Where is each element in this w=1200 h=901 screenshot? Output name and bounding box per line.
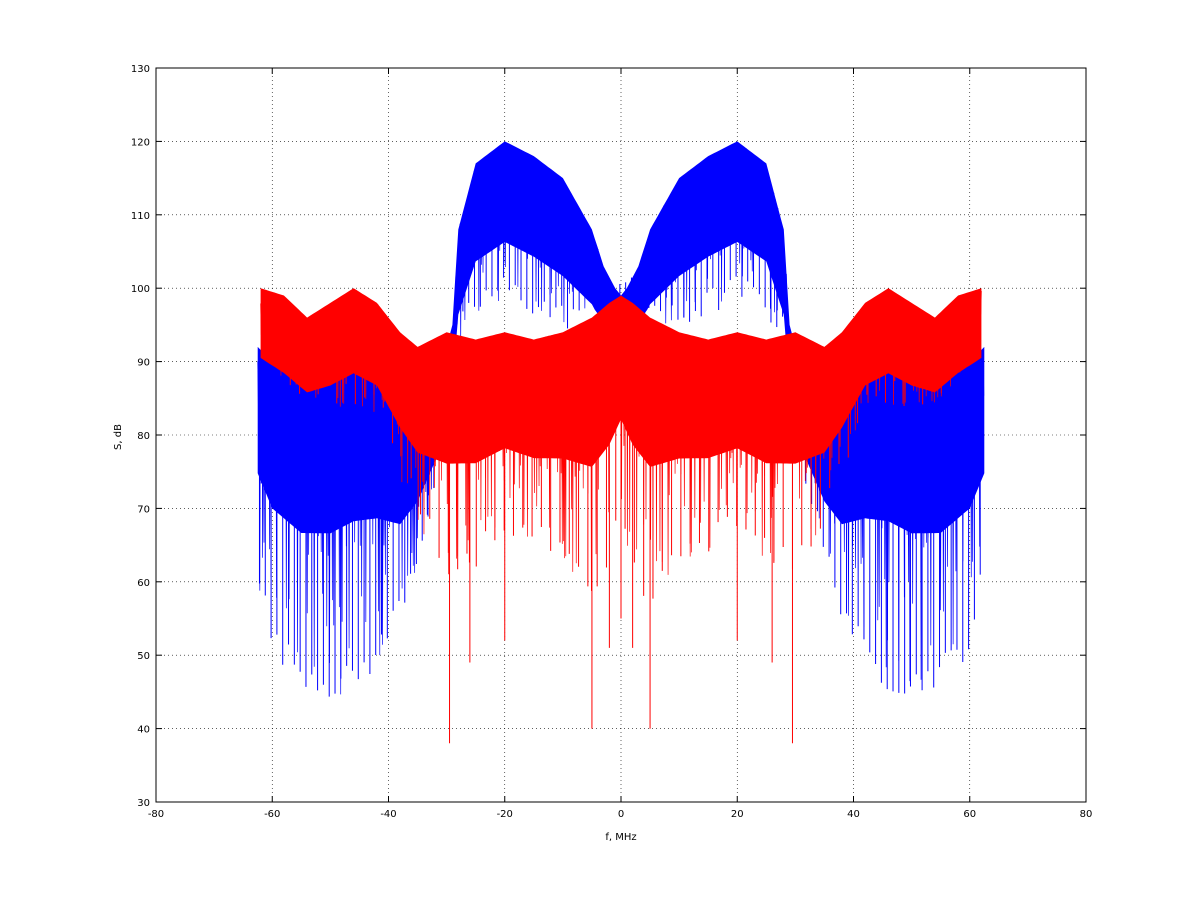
x-tick-label: -80: [148, 809, 164, 820]
x-tick-label: 20: [731, 809, 744, 820]
series-trace: [260, 289, 982, 591]
y-tick-label: 110: [131, 211, 150, 222]
y-tick-label: 70: [137, 504, 150, 515]
y-axis-ticks: 30 40 50 60 70 80 90 100 110 120 130: [131, 64, 1086, 809]
y-tick-label: 30: [137, 798, 150, 809]
y-tick-label: 40: [137, 725, 150, 736]
y-tick-label: 100: [131, 284, 150, 295]
y-tick-label: 130: [131, 64, 150, 75]
x-tick-label: 60: [963, 809, 976, 820]
y-axis-label: S, dB: [113, 424, 124, 450]
x-axis-label: f, MHz: [605, 832, 636, 843]
x-tick-label: 40: [847, 809, 860, 820]
y-tick-label: 80: [137, 431, 150, 442]
x-tick-label: -60: [264, 809, 280, 820]
x-tick-label: 80: [1080, 809, 1093, 820]
x-tick-label: -20: [497, 809, 513, 820]
x-axis-ticks: -80 -60 -40 -20 0 20 40 60 80: [148, 68, 1093, 820]
series-red: [260, 288, 982, 744]
y-tick-label: 120: [131, 137, 150, 148]
x-tick-label: -40: [380, 809, 396, 820]
y-tick-label: 60: [137, 578, 150, 589]
x-tick-label: 0: [618, 809, 624, 820]
y-tick-label: 50: [137, 651, 150, 662]
y-tick-label: 90: [137, 358, 150, 369]
